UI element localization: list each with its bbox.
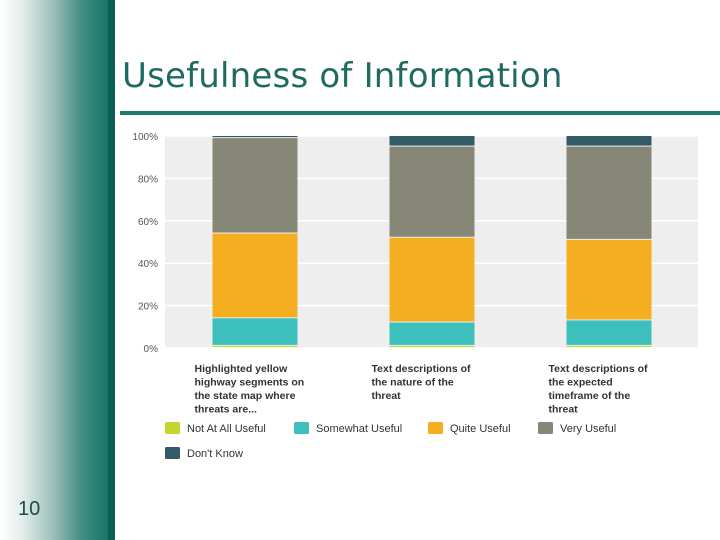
legend-label: Quite Useful (450, 423, 511, 435)
x-category-label: threat (372, 390, 402, 402)
y-tick-label: 100% (132, 132, 158, 143)
title-divider (120, 111, 720, 115)
x-category-label: Text descriptions of (372, 363, 471, 375)
slide-number: 10 (18, 498, 41, 520)
bar-segment (212, 233, 298, 318)
legend-swatch (428, 422, 443, 434)
x-category-label: the nature of the (372, 377, 454, 389)
bar-segment (566, 239, 652, 320)
bar-segment (212, 138, 298, 233)
legend-swatch (165, 422, 180, 434)
bar-segment (389, 146, 475, 237)
legend-label: Don't Know (187, 448, 243, 460)
legend-label: Not At All Useful (187, 423, 266, 435)
y-tick-label: 20% (138, 302, 158, 313)
x-category-label: the state map where (195, 390, 296, 402)
sidebar-edge (108, 0, 115, 540)
bar-segment (389, 345, 475, 347)
legend-swatch (294, 422, 309, 434)
y-tick-label: 40% (138, 259, 158, 270)
legend-label: Somewhat Useful (316, 423, 402, 435)
bar-segment (389, 322, 475, 345)
x-category-label: Highlighted yellow (195, 363, 289, 375)
bar-segment (389, 237, 475, 322)
y-tick-label: 60% (138, 217, 158, 228)
page-title: Usefulness of Information (122, 56, 563, 96)
bar-segment (389, 136, 475, 146)
bar-segment (566, 136, 652, 146)
x-category-label: timeframe of the (549, 390, 631, 402)
bar-segment (566, 320, 652, 345)
legend-swatch (538, 422, 553, 434)
y-tick-label: 80% (138, 174, 158, 185)
bar-segment (566, 146, 652, 239)
bar-segment (212, 136, 298, 138)
sidebar-decoration (0, 0, 115, 540)
x-category-label: the expected (549, 377, 613, 389)
bar-segment (212, 345, 298, 347)
legend-swatch (165, 447, 180, 459)
bar-segment (212, 318, 298, 345)
x-category-label: highway segments on (195, 377, 305, 389)
legend-label: Very Useful (560, 423, 616, 435)
x-category-label: threats are... (195, 404, 258, 416)
x-category-label: threat (549, 404, 579, 416)
x-category-label: Text descriptions of (549, 363, 648, 375)
bar-segment (566, 345, 652, 347)
y-tick-label: 0% (144, 344, 159, 355)
